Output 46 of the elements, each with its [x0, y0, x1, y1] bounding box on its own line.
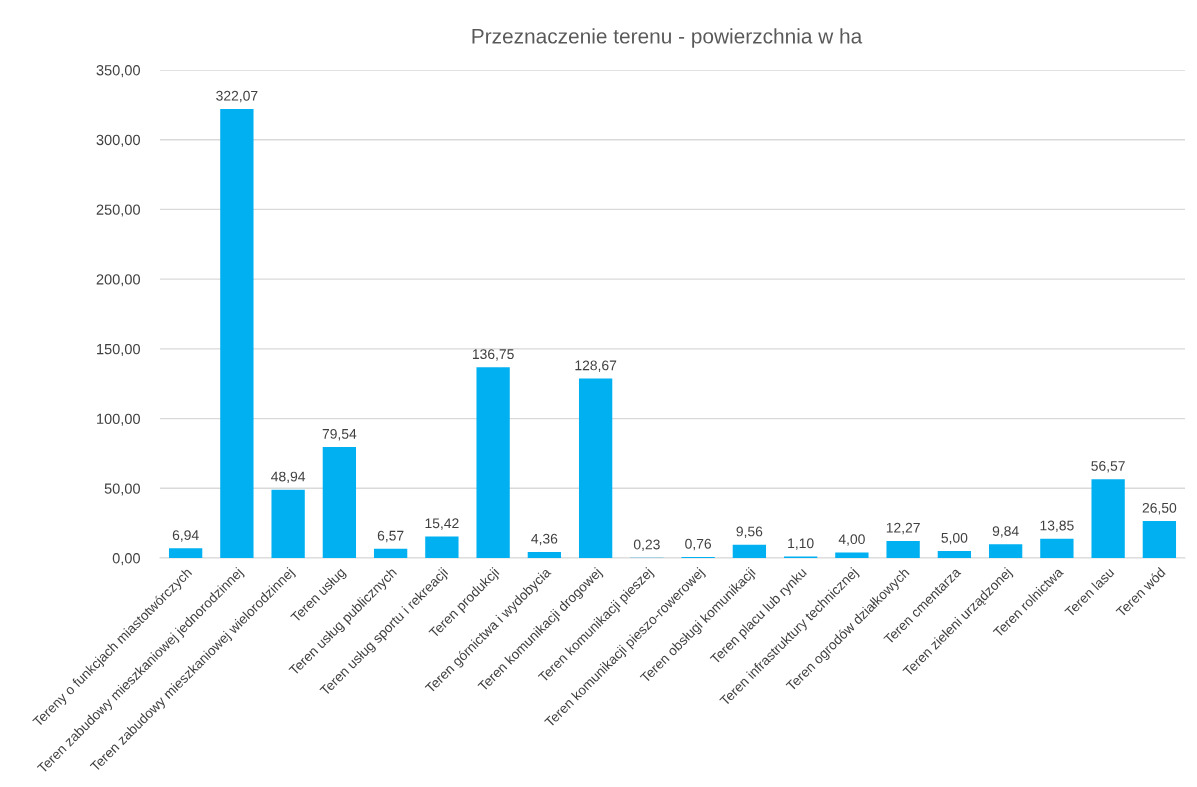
bar [988, 544, 1023, 558]
data-label: 9,84 [992, 526, 1019, 538]
y-tick-label: 50,00 [104, 483, 140, 496]
data-label: 6,94 [172, 530, 199, 542]
bar [425, 536, 459, 558]
data-label: 0,76 [685, 538, 712, 551]
data-label: 5,00 [941, 532, 968, 545]
y-tick-label: 300,00 [96, 134, 140, 147]
data-label: 128,67 [575, 360, 617, 372]
y-tick-label: 150,00 [97, 343, 140, 357]
y-tick-label: 350,00 [96, 65, 140, 78]
bar [886, 540, 920, 558]
data-label: 15,42 [425, 518, 459, 530]
data-label: 13,85 [1040, 520, 1074, 533]
bar [1040, 538, 1074, 558]
y-tick-label: 200,00 [96, 274, 140, 287]
bar [527, 551, 562, 558]
data-label: 9,56 [736, 526, 763, 539]
data-label: 322,07 [216, 90, 258, 103]
data-label: 6,57 [377, 530, 404, 543]
bar [732, 544, 767, 558]
data-label: 26,50 [1142, 502, 1177, 515]
bar [476, 367, 510, 558]
data-label: 12,27 [886, 522, 920, 535]
data-label: 4,36 [531, 533, 558, 546]
data-label: 136,75 [472, 349, 514, 361]
bar [1091, 479, 1125, 558]
bar [168, 548, 203, 558]
data-label: 0,23 [633, 539, 660, 552]
data-label: 1,10 [788, 538, 814, 550]
data-label: 56,57 [1091, 460, 1125, 473]
bar [937, 551, 972, 558]
y-tick-label: 250,00 [96, 204, 140, 217]
data-label: 79,54 [322, 428, 357, 441]
chart-title: Przeznaczenie terenu - powierzchnia w ha [472, 28, 863, 48]
bar [373, 548, 408, 558]
bar [271, 489, 305, 558]
bar [1142, 521, 1177, 558]
y-tick-label: 100,00 [97, 413, 140, 426]
bar [322, 447, 357, 558]
bar [835, 552, 869, 558]
bar [578, 378, 613, 558]
y-tick-label: 0,00 [112, 553, 140, 566]
data-label: 48,94 [271, 471, 306, 484]
bar [220, 108, 254, 558]
data-label: 4,00 [838, 534, 865, 546]
